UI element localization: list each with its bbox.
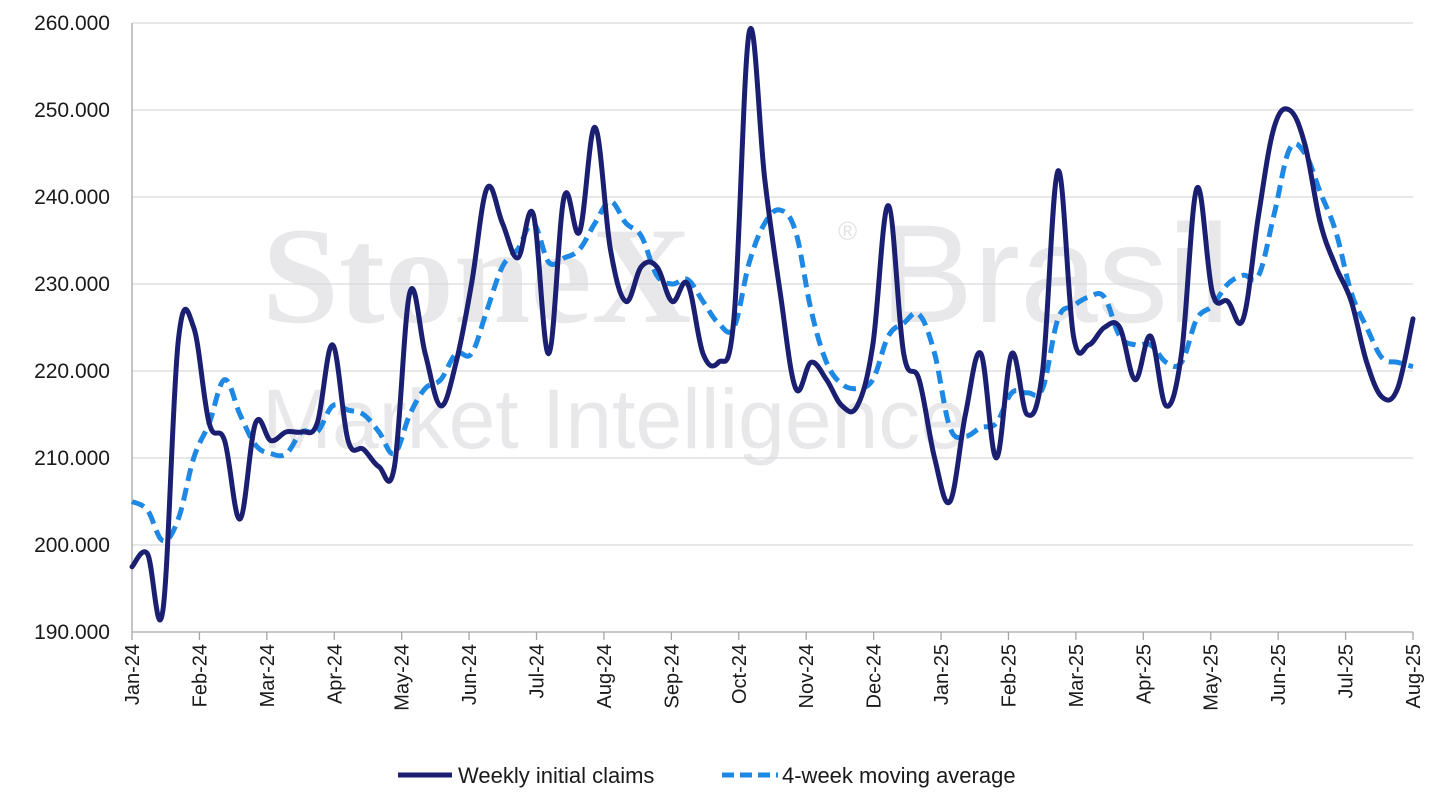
x-tick-label: Jun-25 bbox=[1268, 644, 1290, 705]
x-tick-label: Jul-24 bbox=[527, 644, 549, 698]
x-tick-label: Jan-24 bbox=[122, 644, 144, 705]
y-tick-label: 210.000 bbox=[34, 447, 110, 470]
x-axis: Jan-24 Feb-24 Mar-24 Apr-24 May-24 Jun-24 Jul-… bbox=[122, 23, 1425, 711]
x-tick-label: Apr-25 bbox=[1133, 644, 1155, 704]
y-tick-label: 250.000 bbox=[34, 99, 110, 122]
x-tick-label: Nov-24 bbox=[796, 644, 818, 708]
x-tick-label: Aug-25 bbox=[1403, 644, 1425, 709]
x-tick-label: Apr-24 bbox=[324, 644, 346, 704]
y-tick-label: 200.000 bbox=[34, 534, 110, 557]
x-tick-label: Aug-24 bbox=[594, 644, 616, 709]
series-line-weekly-claims bbox=[129, 26, 1416, 623]
y-tick-label: 190.000 bbox=[34, 621, 110, 644]
legend-item-moving-average: 4-week moving average bbox=[722, 763, 1016, 788]
watermark-registered-mark: ® bbox=[838, 216, 857, 246]
series-line-moving-average bbox=[130, 141, 1414, 544]
x-tick-label: Jun-24 bbox=[459, 644, 481, 705]
legend-label-weekly: Weekly initial claims bbox=[458, 763, 654, 788]
x-tick-label: May-24 bbox=[392, 644, 414, 711]
x-tick-label: Feb-24 bbox=[189, 644, 211, 707]
x-tick-label: Dec-24 bbox=[864, 644, 886, 708]
x-tick-label: Mar-24 bbox=[257, 644, 279, 707]
legend: Weekly initial claims 4-week moving aver… bbox=[398, 763, 1016, 788]
series-group bbox=[129, 26, 1416, 623]
legend-label-moving-average: 4-week moving average bbox=[782, 763, 1016, 788]
x-tick-label: Jan-25 bbox=[931, 644, 953, 705]
y-tick-label: 260.000 bbox=[34, 12, 110, 35]
x-tick-label: Feb-25 bbox=[998, 644, 1020, 707]
y-axis: 190.000 200.000 210.000 220.000 230.000 240.0… bbox=[34, 12, 110, 644]
y-tick-label: 230.000 bbox=[34, 273, 110, 296]
x-tick-label: Jul-25 bbox=[1336, 644, 1358, 698]
legend-item-weekly: Weekly initial claims bbox=[398, 763, 654, 788]
x-tick-label: Sep-24 bbox=[661, 644, 683, 709]
y-tick-label: 240.000 bbox=[34, 186, 110, 209]
y-tick-label: 220.000 bbox=[34, 360, 110, 383]
x-tick-label: May-25 bbox=[1201, 644, 1223, 711]
watermark-brand: StoneX bbox=[262, 199, 691, 352]
gridlines bbox=[132, 22, 1413, 546]
x-tick-label: Oct-24 bbox=[729, 644, 751, 704]
x-tick-label: Mar-25 bbox=[1066, 644, 1088, 707]
